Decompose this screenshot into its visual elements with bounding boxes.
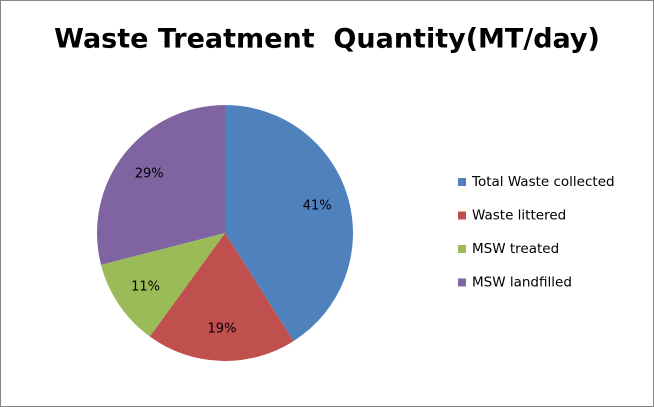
legend-label: Waste littered: [472, 208, 566, 224]
legend-swatch: [458, 245, 466, 253]
data-label: 29%: [135, 167, 164, 182]
legend-swatch: [458, 278, 466, 287]
data-label: 41%: [303, 199, 332, 214]
pie-slice: [101, 233, 225, 337]
legend-swatch: [458, 178, 466, 186]
data-label: 11%: [131, 279, 160, 294]
pie-slice: [96, 105, 225, 265]
legend-label: MSW treated: [472, 241, 559, 257]
pie-slice: [225, 105, 353, 342]
legend-label: Total Waste collected: [471, 174, 615, 190]
chart-title: Waste Treatment Quantity(MT/day): [54, 24, 600, 55]
legend-swatch: [458, 211, 466, 220]
data-label: 19%: [208, 321, 237, 336]
legend-label: MSW landfilled: [472, 275, 572, 291]
pie-slice: [149, 233, 294, 361]
